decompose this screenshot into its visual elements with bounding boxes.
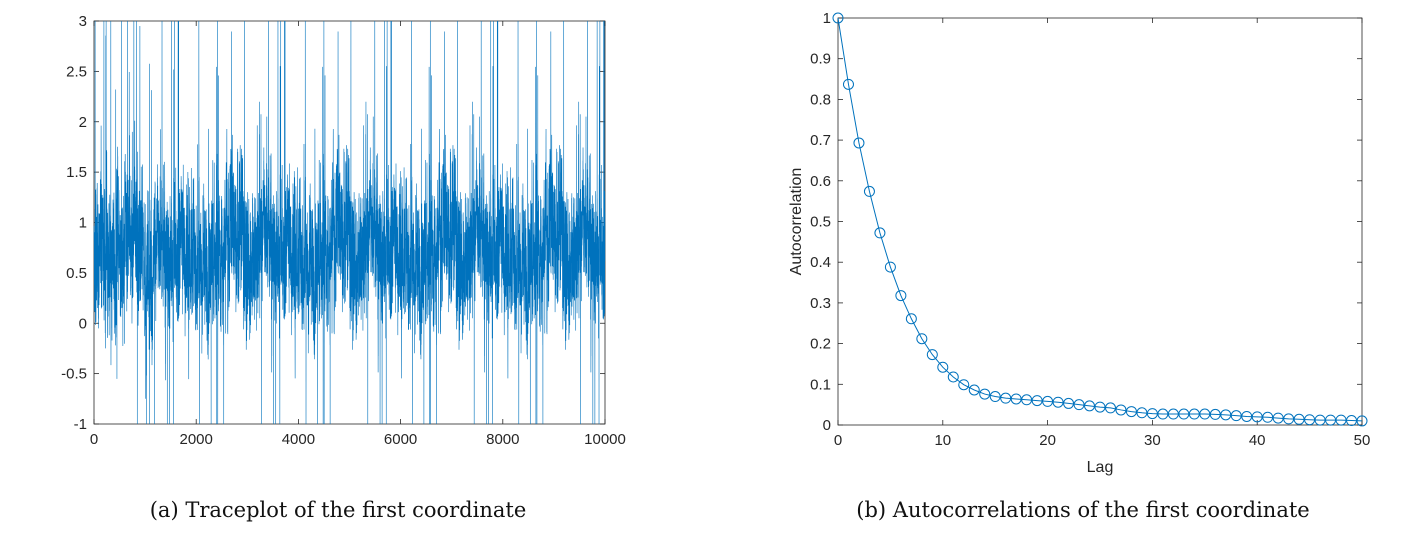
acf-marker (1052, 396, 1064, 408)
y-tick-label: 1 (823, 10, 831, 27)
y-tick-label: 0.9 (810, 51, 831, 68)
acf-marker (1021, 394, 1033, 406)
acf-marker (1230, 410, 1242, 422)
acf-marker (1094, 401, 1106, 413)
y-tick-label: 2 (79, 114, 87, 131)
chart-1: 0 10 20 30 40 50 0 0.1 0.2 0.3 0.4 0.5 0.6 0.7 0.8 0.9 1… (788, 10, 1370, 476)
acf-marker (1125, 406, 1137, 418)
x-tick-label: 2000 (180, 431, 213, 448)
x-tick-label: 10000 (584, 431, 626, 448)
acf-marker (989, 391, 1001, 403)
y-tick-label: 1 (79, 215, 87, 232)
y-tick-label: 0.5 (66, 265, 87, 282)
y-tick-label: -0.5 (61, 366, 87, 383)
acf-marker (895, 290, 907, 302)
x-tick-label: 10 (934, 432, 951, 449)
x-tick-label: 8000 (486, 431, 519, 448)
acf-marker (1010, 393, 1022, 405)
acf-marker (1136, 407, 1148, 419)
acf-marker (842, 78, 854, 90)
y-tick-label: 0.1 (810, 376, 831, 393)
x-axis-label: Lag (1087, 459, 1114, 476)
x-tick-label: 6000 (384, 431, 417, 448)
acf-marker (937, 361, 949, 373)
x-tick-label: 4000 (282, 431, 315, 448)
y-tick-label: 0.6 (810, 173, 831, 190)
x-tick-label: 40 (1249, 432, 1266, 449)
acf-marker (1115, 404, 1127, 416)
acf-marker (958, 379, 970, 391)
acf-marker (1272, 412, 1284, 424)
y-tick-label: 0.8 (810, 91, 831, 108)
y-tick-label: 3 (79, 13, 87, 30)
acf-marker (979, 388, 991, 400)
y-tick-label: 0.7 (810, 132, 831, 149)
acf-line (837, 17, 1363, 422)
acf-marker (884, 261, 896, 273)
acf-marker (1031, 395, 1043, 407)
acf-marker (853, 137, 865, 149)
x-tick-label: 20 (1039, 432, 1056, 449)
acf-marker (1262, 411, 1274, 423)
acf-marker (1356, 415, 1368, 427)
y-axis-label: Autocorrelation (788, 168, 805, 276)
y-tick-label: 1.5 (66, 164, 87, 181)
acf-marker (1084, 400, 1096, 412)
trace-line (93, 20, 606, 425)
x-tick-label: 50 (1354, 432, 1371, 449)
acf-marker (926, 349, 938, 361)
acf-marker (968, 384, 980, 396)
acf-marker (832, 12, 844, 24)
x-tick-label: 0 (834, 432, 842, 449)
y-tick-label: 0.2 (810, 336, 831, 353)
acf-marker (1073, 399, 1085, 411)
acf-marker (1220, 409, 1232, 421)
y-tick-label: -1 (74, 416, 87, 433)
acf-marker (905, 313, 917, 325)
acf-marker (1063, 397, 1075, 409)
y-tick-label: 0 (79, 315, 87, 332)
x-tick-label: 30 (1144, 432, 1161, 449)
acf-marker (1042, 395, 1054, 407)
chart-0: 0 2000 4000 6000 8000 10000 -1 -0.5 0 0.5 1 1.5 2 2.5… (61, 13, 626, 448)
y-tick-label: 0.4 (810, 254, 831, 271)
acf-marker (916, 333, 928, 345)
axes-box (837, 17, 1363, 426)
acf-marker (1104, 402, 1116, 414)
acf-marker (863, 185, 875, 197)
caption-b: (b) Autocorrelations of the first coordi… (856, 498, 1310, 522)
acf-marker (947, 371, 959, 383)
acf-marker (1000, 392, 1012, 404)
y-tick-label: 0 (823, 417, 831, 434)
caption-a: (a) Traceplot of the first coordinate (149, 498, 527, 522)
y-tick-label: 2.5 (66, 63, 87, 80)
y-tick-label: 0.3 (810, 295, 831, 312)
x-tick-label: 0 (90, 431, 98, 448)
y-tick-label: 0.5 (810, 214, 831, 231)
acf-marker (874, 227, 886, 239)
